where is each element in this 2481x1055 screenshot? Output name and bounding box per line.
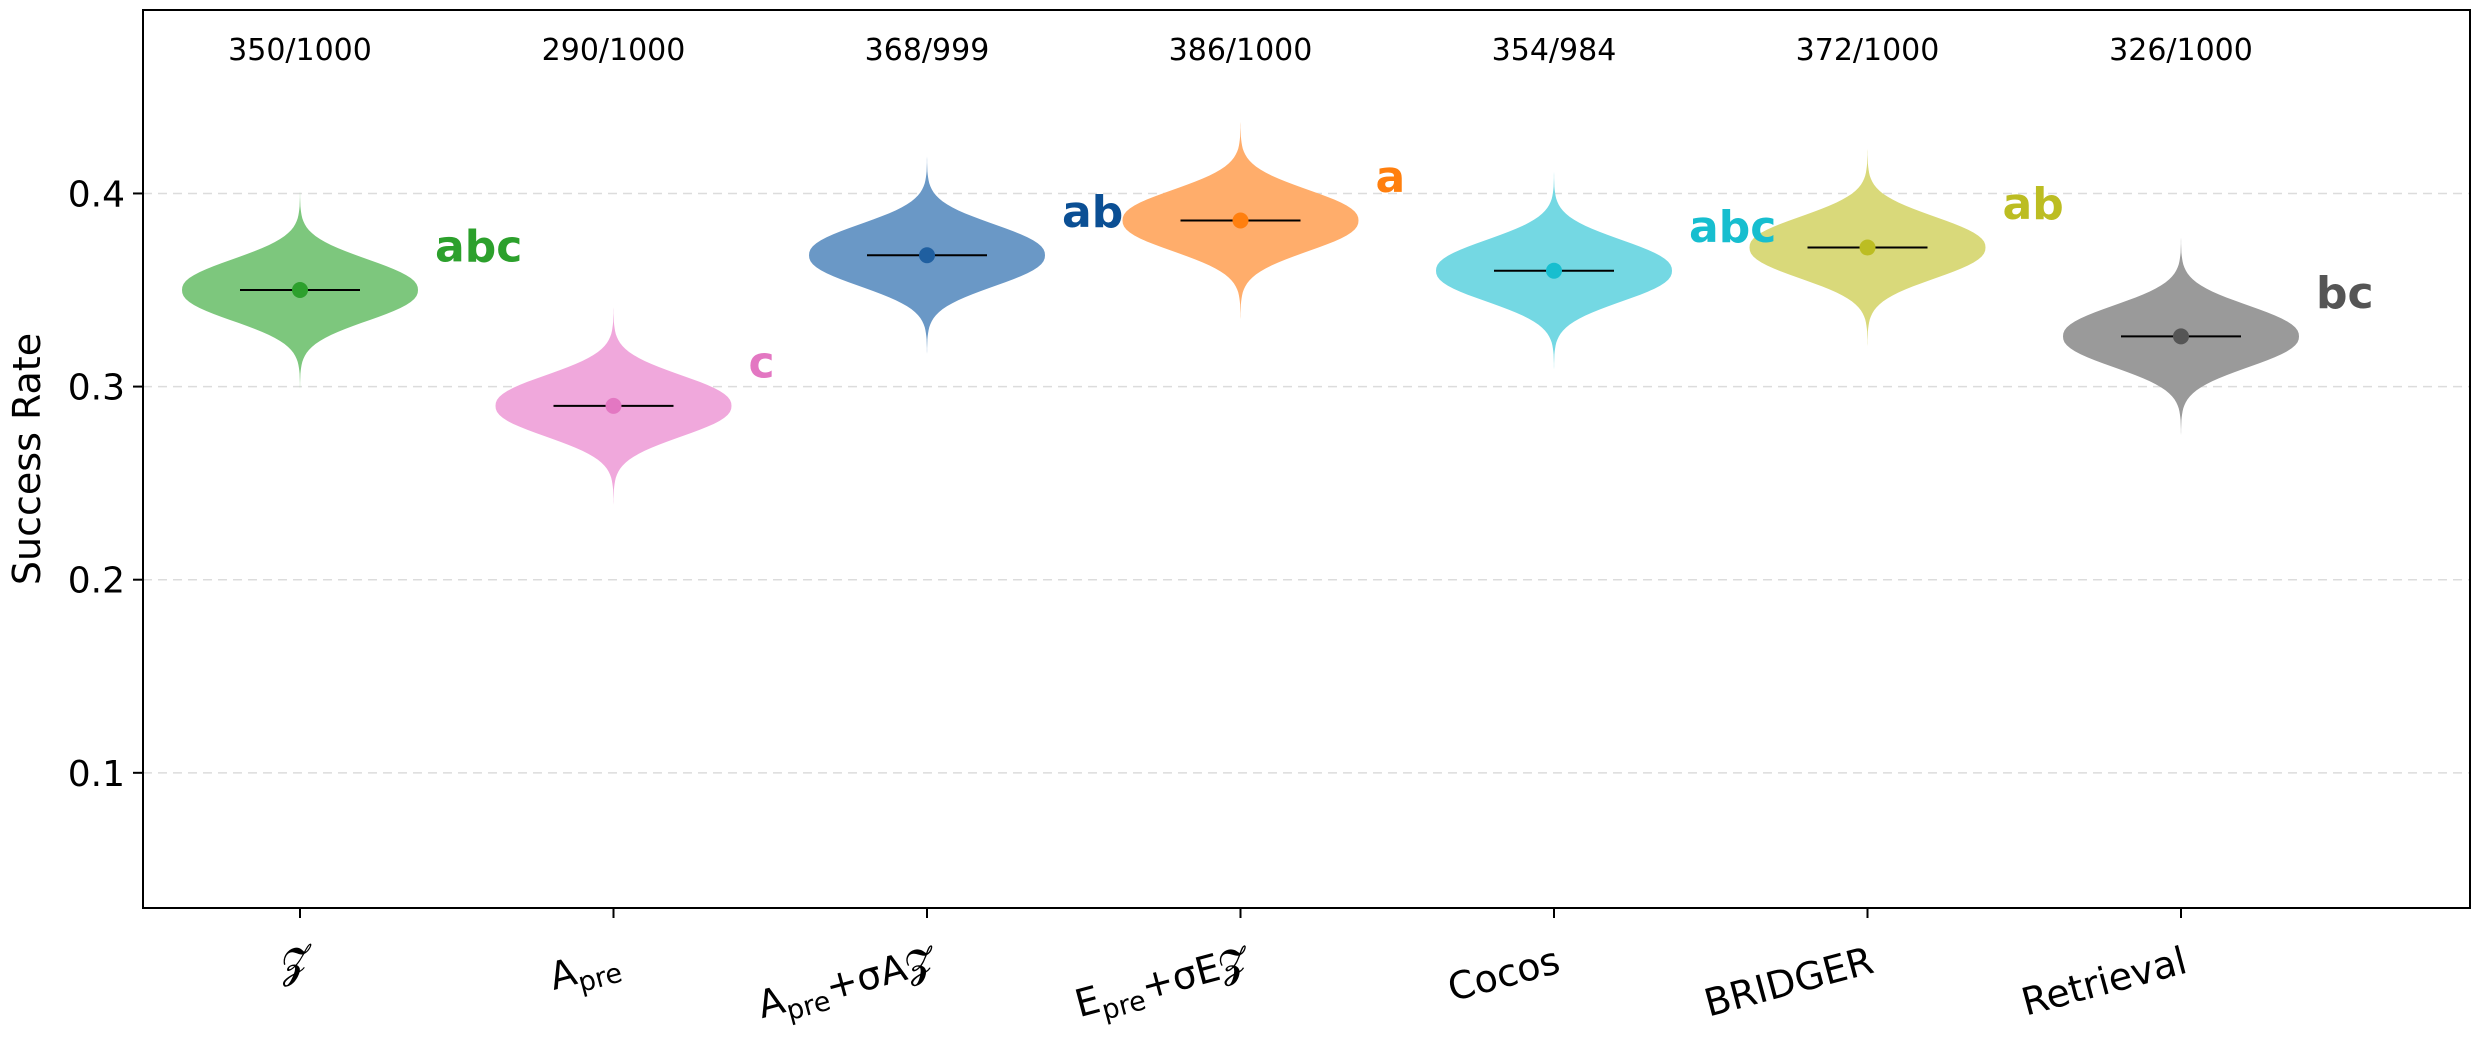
x-tick-label-epre_sig: Epre+σE𝓩 [1070,937,1257,1033]
y-tick-label: 0.1 [68,754,125,795]
letters-z: abc [435,222,522,273]
y-tick-label: 0.3 [68,368,125,409]
letters-bridger: ab [2003,179,2064,230]
count-label-z: 350/1000 [228,33,372,68]
letters-retrieval: bc [2316,268,2374,319]
count-labels: 350/1000 290/1000 368/999 386/1000 354/984 37… [228,33,2253,68]
y-tick-label: 0.2 [68,561,125,602]
letters-cocos: abc [1689,202,1776,253]
count-label-cocos: 354/984 [1492,33,1617,68]
mean-point-z [292,282,308,299]
significance-letters: abc c ab a abc ab bc [435,152,2374,388]
count-label-apre: 290/1000 [542,33,686,68]
count-label-bridger: 372/1000 [1796,33,1940,68]
y-axis: 0.1 0.2 0.3 0.4 [68,174,143,795]
mean-point-apre_sig [919,247,935,264]
mean-point-bridger [1859,239,1876,256]
y-tick-label: 0.4 [68,174,125,215]
x-tick-label-cocos: Cocos [1443,938,1564,1010]
y-axis-label: Success Rate [5,333,49,585]
letters-apre_sig: ab [1062,187,1123,238]
x-tick-label-apre_sig: Apre+σA𝓩 [753,937,944,1034]
letters-epre_sig: a [1376,152,1406,203]
count-label-retrieval: 326/1000 [2109,33,2253,68]
x-tick-label-z: 𝓩 [272,935,321,988]
x-axis: 𝓩 Apre Apre+σA𝓩 Epre+σE𝓩 Cocos BRIDGER Retriev… [272,908,2192,1034]
mean-point-epre_sig [1232,212,1249,229]
count-label-apre_sig: 368/999 [865,33,990,68]
x-tick-label-apre: Apre [545,938,626,1005]
plot-frame [142,9,2471,909]
letters-apre: c [749,337,775,388]
mean-point-apre [605,397,622,414]
grid-lines [143,192,2470,774]
x-tick-label-bridger: BRIDGER [1700,938,1878,1025]
violins [182,100,2299,526]
mean-point-retrieval [2173,328,2189,345]
mean-point-cocos [1546,262,1562,279]
x-tick-label-retrieval: Retrieval [2017,938,2192,1024]
count-label-epre_sig: 386/1000 [1169,33,1313,68]
